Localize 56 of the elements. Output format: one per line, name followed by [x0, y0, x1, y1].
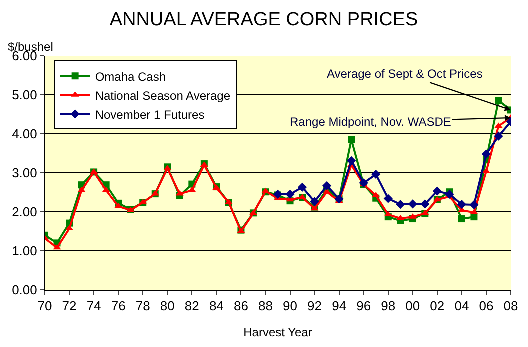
y-tick-label: 5.00	[12, 88, 38, 103]
point	[262, 188, 270, 194]
x-tick-label: 70	[38, 298, 52, 314]
y-tick-label: 1.00	[12, 244, 38, 259]
legend-label: Omaha Cash	[95, 70, 166, 84]
x-tick-label: 78	[136, 298, 150, 314]
point	[384, 194, 393, 204]
point	[286, 190, 295, 199]
point	[372, 170, 381, 180]
x-tick-label: 02	[430, 298, 445, 314]
point	[348, 136, 356, 144]
point	[310, 197, 320, 206]
y-tick-label: 4.00	[12, 126, 38, 142]
point	[396, 200, 406, 210]
annotation: Average of Sept & Oct Prices	[327, 67, 483, 81]
point	[470, 200, 479, 210]
point	[482, 150, 492, 159]
point	[457, 200, 466, 210]
point	[470, 209, 478, 215]
x-tick-label: 80	[160, 298, 175, 314]
x-tick-label: 84	[209, 298, 224, 314]
annotation: Range Midpoint, Nov. WASDE	[290, 115, 452, 129]
x-tick-label: 92	[308, 298, 322, 314]
point	[322, 181, 332, 190]
x-tick-label: 82	[184, 298, 200, 314]
y-tick-label: 3.00	[12, 166, 38, 181]
x-tick-label: 72	[62, 298, 77, 314]
x-tick-label: 04	[454, 298, 470, 314]
point	[298, 182, 308, 192]
legend-label: National Season Average	[95, 88, 231, 103]
point	[408, 200, 418, 209]
x-tick-label: 98	[381, 298, 396, 314]
point	[445, 190, 454, 199]
point	[359, 178, 368, 188]
legend-label: November 1 Futures	[95, 108, 205, 122]
point	[420, 200, 430, 209]
point	[432, 186, 442, 196]
x-tick-label: 74	[86, 298, 102, 314]
point	[347, 156, 356, 166]
point	[53, 244, 62, 250]
x-tick-label: 08	[504, 298, 518, 314]
chart-title: ANNUAL AVERAGE CORN PRICES	[110, 9, 418, 30]
x-tick-label: 00	[406, 298, 420, 314]
x-axis-title: Harvest Year	[244, 326, 312, 340]
x-tick-label: 90	[283, 298, 298, 314]
x-tick-label: 94	[332, 298, 347, 314]
x-tick-label: 96	[356, 298, 372, 314]
x-tick-label: 88	[258, 298, 273, 314]
y-tick-label: 0.00	[12, 282, 38, 298]
x-tick-label: 86	[234, 298, 248, 314]
x-tick-label: 76	[111, 298, 126, 314]
point	[494, 132, 504, 141]
point	[458, 216, 466, 223]
y-tick-label: 2.00	[12, 204, 38, 220]
point	[495, 97, 502, 104]
x-tick-label: 06	[479, 298, 494, 314]
